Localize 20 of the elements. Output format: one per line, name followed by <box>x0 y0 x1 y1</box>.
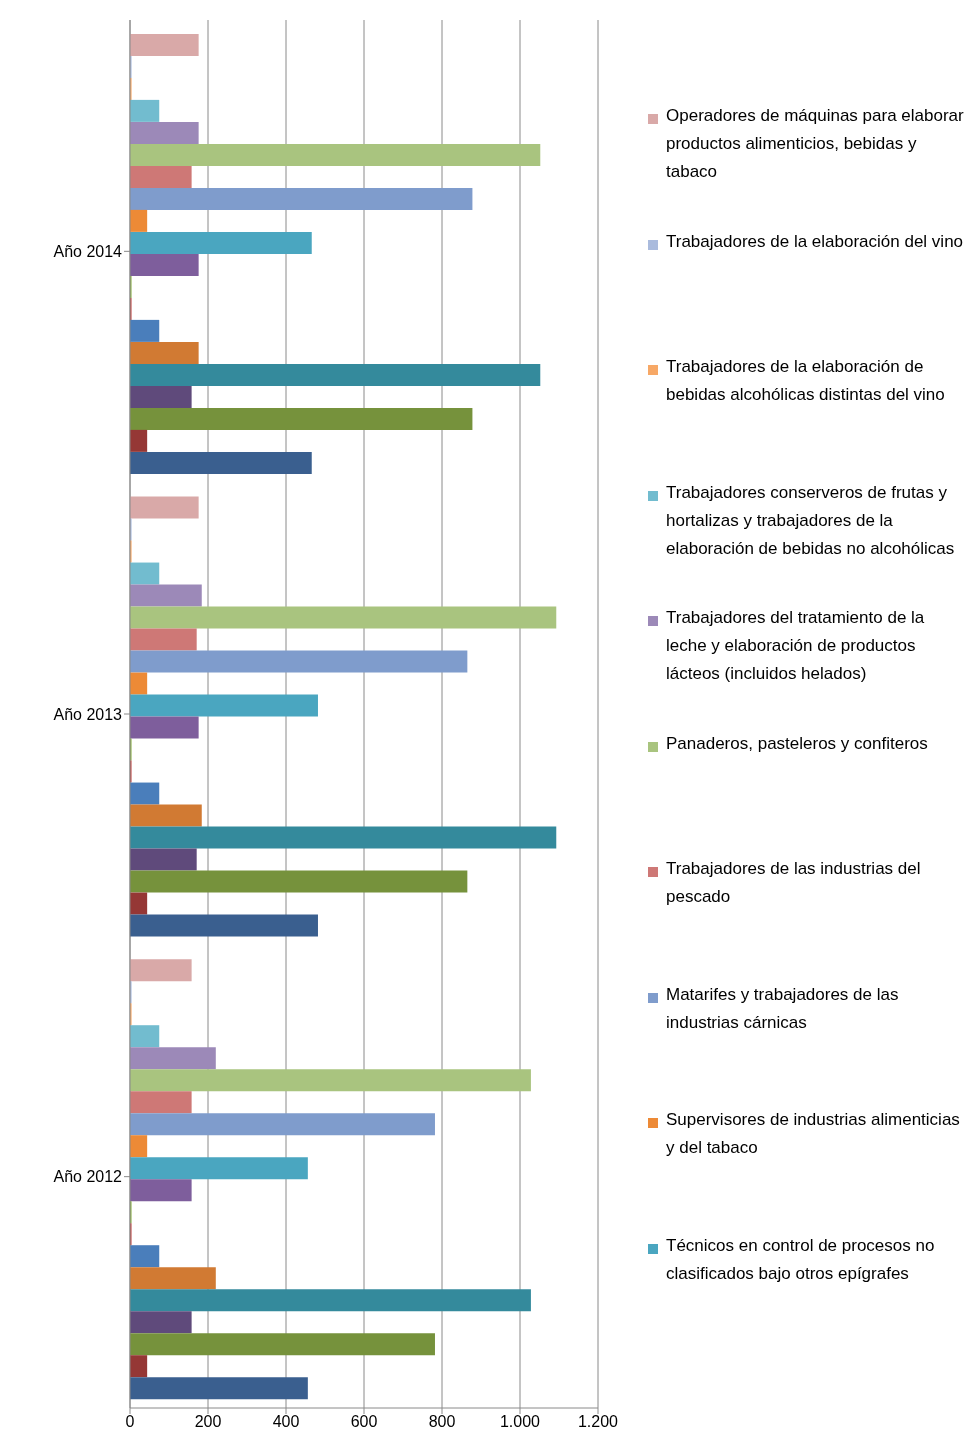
x-tick-label: 0 <box>125 1413 135 1431</box>
legend-label: Matarifes y trabajadores de las industrias cárnicas <box>666 983 900 1034</box>
x-tick-label: 600 <box>350 1413 378 1431</box>
x-tick-label: 800 <box>428 1413 456 1431</box>
legend-label: Trabajadores de la elaboración del vino <box>666 230 964 253</box>
legend-label: Técnicos en control de procesos no clasificados bajo otros epígrafes <box>666 1234 936 1285</box>
legend-label: Operadores de máquinas para elaborar productos alimenticios, bebidas y tabaco <box>666 105 965 183</box>
x-tick-label: 200 <box>194 1413 222 1431</box>
x-tick-label: 1.000 <box>499 1413 541 1431</box>
legend-label: Trabajadores de las industrias del pescado <box>666 858 922 908</box>
x-tick-label: 400 <box>272 1413 300 1431</box>
legend-label: Trabajadores conserveros de frutas y hortalizas y trabajadores de la elaboración de bebidas no alcohólicas <box>666 481 956 560</box>
x-tick-label: 1.200 <box>577 1413 619 1431</box>
y-tick-label: Año 2014 <box>53 243 123 261</box>
legend-label: Supervisores de industrias alimenticias y del tabaco <box>666 1109 961 1159</box>
y-tick-label: Año 2012 <box>53 1168 123 1186</box>
legend-label: Panaderos, pasteleros y confiteros <box>666 732 928 755</box>
legend-label: Trabajadores del tratamiento de la leche y elaboración de productos lácteos (incluidos helados) <box>666 607 926 685</box>
legend-label: Trabajadores de la elaboración de bebidas alcohólicas distintas del vino <box>666 356 946 406</box>
y-tick-label: Año 2013 <box>53 705 123 723</box>
